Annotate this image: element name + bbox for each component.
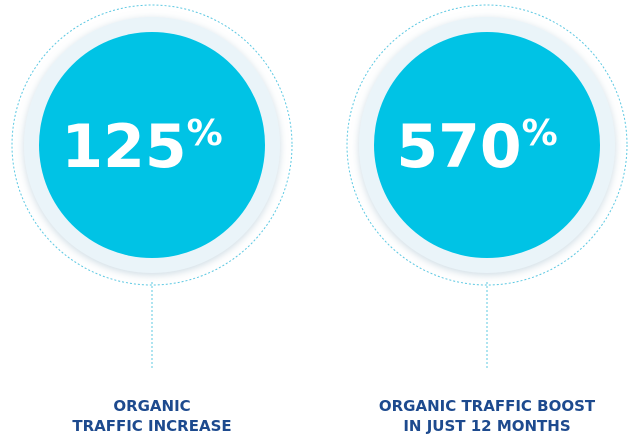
outer-dashed-ring — [11, 4, 293, 286]
stat-value: 125% — [61, 112, 222, 182]
stat-number: 570 — [396, 112, 521, 182]
stat-label: ORGANIC TRAFFIC BOOST — [379, 397, 596, 415]
stat-unit: % — [522, 113, 558, 154]
stat-item: 125% ORGANIC TRAFFIC INCREASE — [11, 4, 293, 435]
stat-value: 570% — [396, 112, 557, 182]
stat-label: IN JUST 12 MONTHS — [403, 417, 570, 435]
cyan-circle — [39, 32, 265, 258]
stat-number: 125 — [61, 112, 186, 182]
stat-item: 570% ORGANIC TRAFFIC BOOST IN JUST 12 MONT… — [346, 4, 628, 435]
cyan-circle — [374, 32, 600, 258]
stat-unit: % — [187, 113, 223, 154]
stat-label: TRAFFIC INCREASE — [72, 417, 231, 435]
outer-dashed-ring — [346, 4, 628, 286]
stat-label: ORGANIC — [113, 397, 190, 415]
